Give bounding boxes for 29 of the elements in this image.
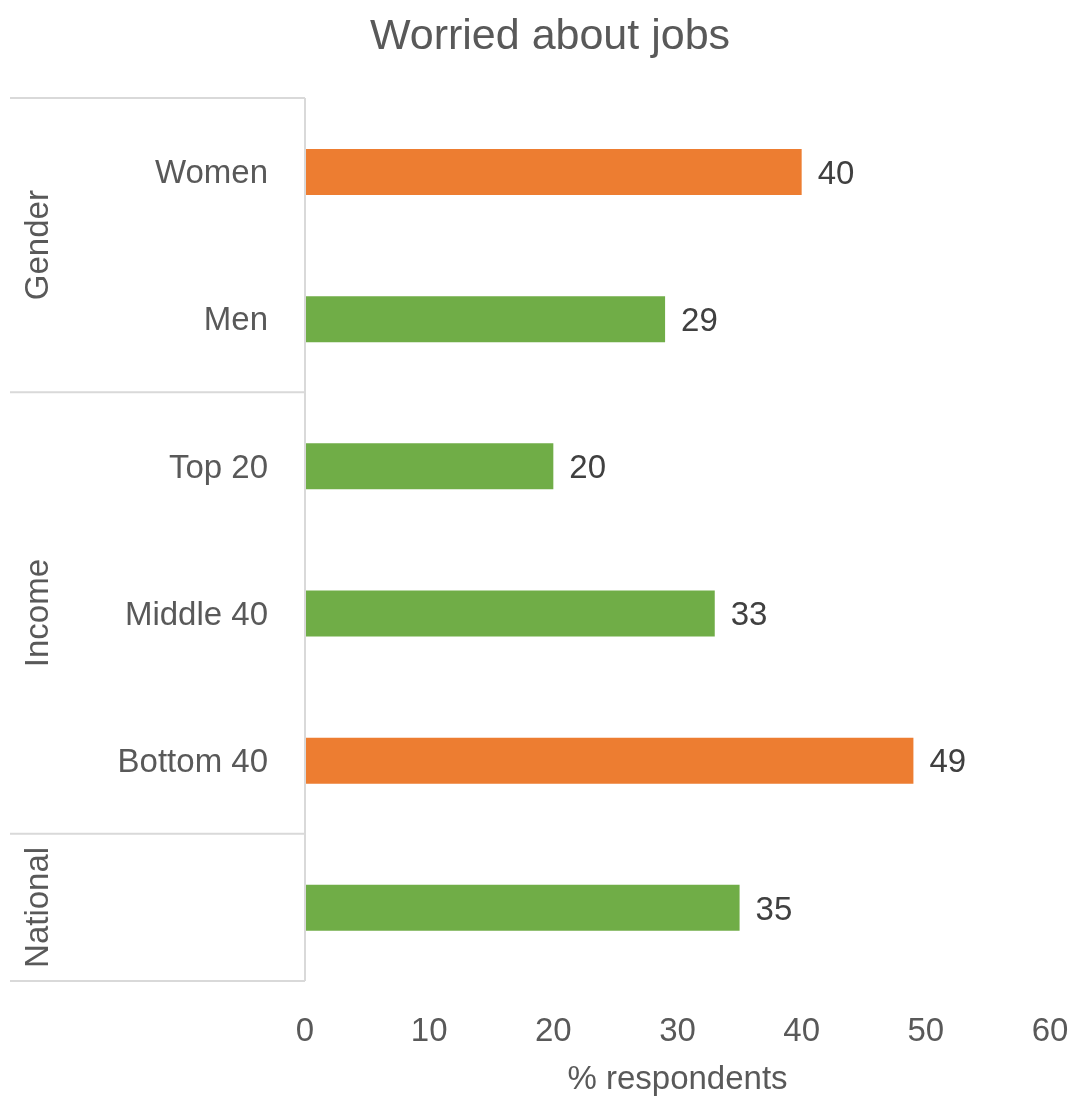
x-tick-label: 20 <box>534 1011 572 1049</box>
x-tick-label: 60 <box>1031 1011 1069 1049</box>
bar <box>305 884 740 931</box>
bar <box>305 737 914 784</box>
chart-title: Worried about jobs <box>369 10 731 58</box>
bar <box>305 590 715 637</box>
bar <box>305 149 802 195</box>
bar <box>305 296 666 343</box>
text: Income <box>18 558 56 668</box>
text: Gender <box>18 190 56 301</box>
x-axis-title: % respondents <box>567 1059 788 1096</box>
data-label: 35 <box>755 889 793 927</box>
x-tick-label: 40 <box>783 1011 821 1049</box>
data-label: 20 <box>569 448 607 486</box>
data-label: 49 <box>929 742 967 780</box>
y-tick-label: Top 20 <box>168 447 268 485</box>
x-tick-label: 30 <box>659 1011 696 1049</box>
y-tick-label: Bottom 40 <box>117 741 268 779</box>
bar <box>305 443 554 490</box>
x-tick-label: 50 <box>907 1011 945 1049</box>
data-label: 29 <box>681 300 718 338</box>
text: National <box>18 846 56 968</box>
data-label: 33 <box>730 595 768 633</box>
data-label: 40 <box>817 153 855 191</box>
y-tick-label: Middle 40 <box>124 594 268 632</box>
y-tick-label: Women <box>154 153 268 191</box>
x-tick-label: 10 <box>410 1011 448 1049</box>
y-tick-label: Men <box>203 300 268 338</box>
x-tick-label: 0 <box>295 1011 315 1049</box>
